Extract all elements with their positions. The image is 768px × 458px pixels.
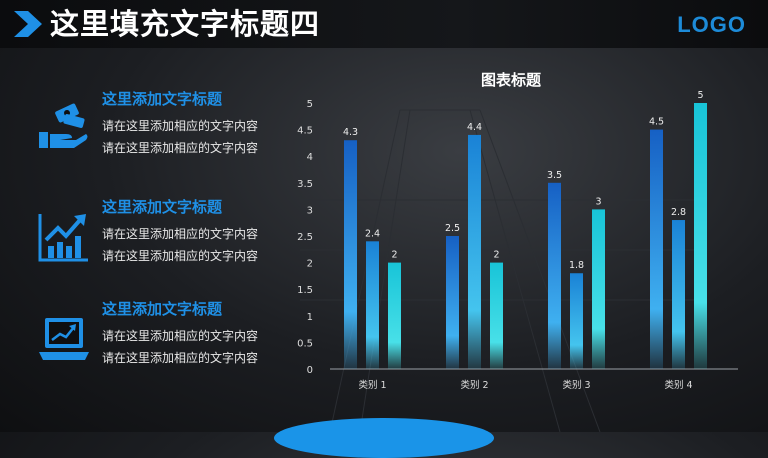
data-label: 1.8 [569,260,584,271]
data-label: 2 [493,250,499,261]
data-label: 2.8 [671,207,686,218]
data-label: 5 [697,90,703,101]
title-bar: 这里填充文字标题四 LOGO [0,0,768,48]
item-heading: 这里添加文字标题 [102,198,223,216]
data-label: 3.5 [547,170,562,181]
y-tick-label: 1.5 [297,285,313,296]
bar [548,182,561,369]
data-label: 2.4 [365,228,380,239]
laptop-chart-icon [39,318,89,360]
item-heading: 这里添加文字标题 [102,300,223,318]
bar [344,140,357,369]
info-item-2: 这里添加文字标题 请在这里添加相应的文字内容 请在这里添加相应的文字内容 [38,196,288,276]
y-tick-label: 0 [307,365,313,376]
bar [650,129,663,369]
info-item-3: 这里添加文字标题 请在这里添加相应的文字内容 请在这里添加相应的文字内容 [38,298,288,378]
y-tick-label: 5 [307,99,313,110]
item-text-line: 请在这里添加相应的文字内容 [102,351,259,365]
money-hand-icon [39,103,88,148]
y-tick-label: 0.5 [297,338,313,349]
bar [446,236,459,369]
data-label: 2.5 [445,223,460,234]
chevron-right-icon [14,11,42,37]
bar-chart: 0 0.5 1 1.5 2 2.5 3 3.5 4 4.5 5 4.3 2.4 2 类别 1 2.5 4.4 2 类… [297,90,738,391]
chart-title: 图表标题 [481,71,542,89]
bar [468,134,481,369]
bar [592,209,605,369]
x-tick-label: 类别 2 [460,379,488,391]
x-tick-label: 类别 1 [358,379,386,391]
item-heading: 这里添加文字标题 [102,90,223,108]
data-label: 2 [391,250,397,261]
data-label: 3 [595,196,601,207]
info-item-1: 这里添加文字标题 请在这里添加相应的文字内容 请在这里添加相应的文字内容 [38,88,288,168]
bar [570,273,583,369]
y-tick-label: 3.5 [297,179,313,190]
y-tick-label: 4 [307,152,313,163]
bar [672,220,685,369]
growth-chart-icon [38,214,88,262]
y-tick-label: 4.5 [297,126,313,137]
item-text-line: 请在这里添加相应的文字内容 [102,141,259,155]
item-text-line: 请在这里添加相应的文字内容 [102,119,259,133]
bar [388,262,401,369]
x-tick-label: 类别 3 [562,379,590,391]
bar [490,262,503,369]
bar [366,241,379,369]
decorative-oval [274,418,494,458]
data-label: 4.3 [343,127,358,138]
y-tick-label: 2.5 [297,232,313,243]
bar [694,103,707,369]
item-text-line: 请在这里添加相应的文字内容 [102,227,259,241]
data-label: 4.5 [649,117,664,128]
item-text-line: 请在这里添加相应的文字内容 [102,329,259,343]
page-title: 这里填充文字标题四 [50,7,321,41]
x-tick-label: 类别 4 [664,379,692,391]
y-tick-label: 1 [307,312,313,323]
logo: LOGO [677,12,746,37]
item-text-line: 请在这里添加相应的文字内容 [102,249,259,263]
y-tick-label: 2 [307,259,313,270]
data-label: 4.4 [467,122,482,133]
y-tick-label: 3 [307,205,313,216]
